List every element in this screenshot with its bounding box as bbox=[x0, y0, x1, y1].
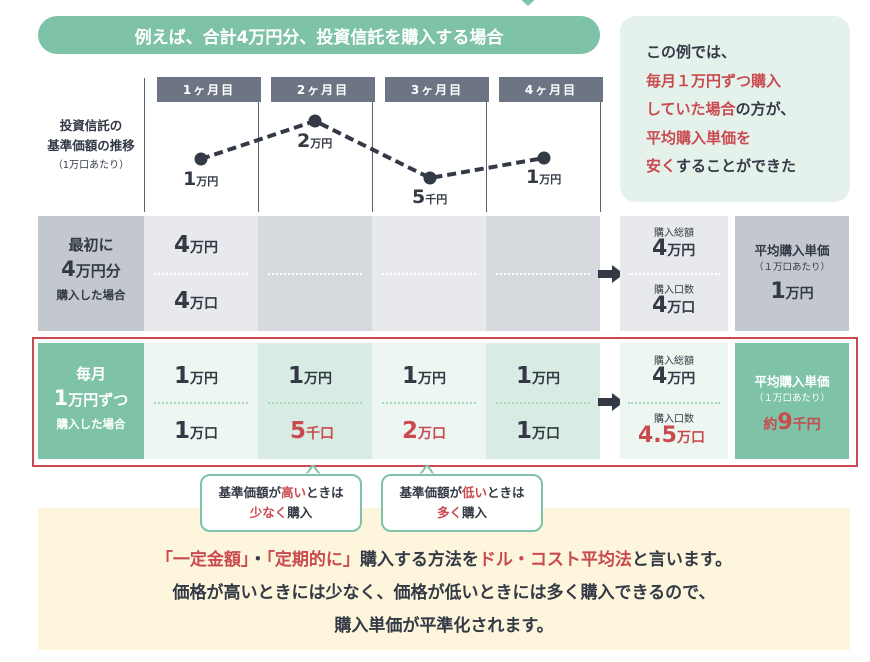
info-line5: 安くすることができた bbox=[646, 157, 797, 175]
monthly-month1-cell: 1万円 1万口 bbox=[144, 343, 258, 459]
monthly-total-cell: 購入総額 4万円 購入口数 4.5万口 bbox=[620, 343, 728, 459]
price-label-4: 1万円 bbox=[526, 166, 562, 188]
price-point-4 bbox=[537, 151, 551, 165]
column-divider bbox=[486, 78, 487, 212]
price-trend-label: 投資信託の 基準価額の推移 （1万口あたり） bbox=[36, 116, 146, 176]
price-label-1: 1万円 bbox=[183, 168, 219, 190]
callout-high-price: 基準価額が高いときは 少なく購入 bbox=[200, 474, 362, 532]
month-tag-2: 2ヶ月目 bbox=[271, 77, 375, 102]
lump-month3-cell bbox=[372, 216, 486, 331]
lump-month2-cell bbox=[258, 216, 372, 331]
lump-sum-label: 最初に 4万円分 購入した場合 bbox=[38, 216, 144, 331]
column-divider bbox=[372, 78, 373, 212]
summary-line1: 「一定金額」・「定期的に」購入する方法をドル・コスト平均法と言います。 bbox=[155, 550, 733, 570]
price-point-3 bbox=[423, 171, 437, 185]
column-divider bbox=[144, 78, 145, 212]
top-pointer-triangle bbox=[521, 0, 535, 6]
conclusion-box: この例では、 毎月１万円ずつ購入 していた場合の方が、 平均購入単価を 安くする… bbox=[620, 16, 850, 202]
callout-low-price: 基準価額が低いときは 多く購入 bbox=[381, 474, 543, 532]
column-divider bbox=[258, 78, 259, 212]
monthly-purchase-label: 毎月 1万円ずつ 購入した場合 bbox=[38, 343, 144, 459]
lump-month4-cell bbox=[486, 216, 600, 331]
lump-total-cell: 購入総額 4万円 購入口数 4万口 bbox=[620, 216, 728, 331]
summary-line2: 価格が高いときには少なく、価格が低いときには多く購入できるので、 bbox=[172, 583, 716, 603]
monthly-month4-cell: 1万円 1万口 bbox=[486, 343, 600, 459]
arrow-right-icon bbox=[598, 393, 624, 411]
arrow-right-icon bbox=[598, 265, 624, 283]
lump-month1-cell: 4万円 4万口 bbox=[144, 216, 258, 331]
info-line2: 毎月１万円ずつ購入 bbox=[646, 71, 782, 90]
lump-average-cell: 平均購入単価 （１万口あたり） 1万円 bbox=[735, 216, 849, 331]
info-line1: この例では、 bbox=[646, 43, 737, 61]
column-divider bbox=[600, 78, 601, 212]
monthly-average-cell: 平均購入単価 （１万口あたり） 約9千円 bbox=[735, 343, 849, 459]
banner-text: 例えば、合計4万円分、投資信託を購入する場合 bbox=[134, 27, 504, 48]
price-label-3: 5千円 bbox=[412, 186, 448, 208]
month-tag-3: 3ヶ月目 bbox=[385, 77, 489, 102]
info-line3: していた場合の方が、 bbox=[646, 100, 796, 118]
price-trend-line bbox=[194, 114, 551, 185]
scenario-banner: 例えば、合計4万円分、投資信託を購入する場合 bbox=[38, 16, 600, 54]
monthly-highlight-frame bbox=[32, 337, 858, 467]
month-tag-4: 4ヶ月目 bbox=[499, 77, 603, 102]
price-label-2: 2万円 bbox=[297, 130, 333, 152]
chart-label-line1: 投資信託の bbox=[59, 118, 123, 133]
chart-label-note: （1万口あたり） bbox=[52, 160, 130, 171]
info-line4: 平均購入単価を bbox=[646, 128, 752, 147]
monthly-month2-cell: 1万円 5千口 bbox=[258, 343, 372, 459]
month-tag-1: 1ヶ月目 bbox=[157, 77, 261, 102]
summary-line3: 購入単価が平準化されます。 bbox=[334, 616, 554, 636]
chart-label-line2: 基準価額の推移 bbox=[47, 138, 135, 153]
price-point-2 bbox=[308, 114, 322, 128]
price-point-1 bbox=[194, 152, 208, 166]
monthly-month3-cell: 1万円 2万口 bbox=[372, 343, 486, 459]
